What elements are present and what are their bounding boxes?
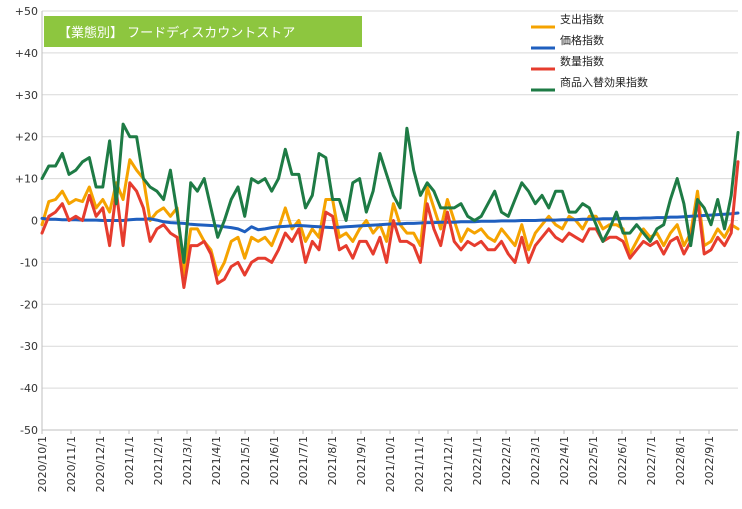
x-tick-label: 2021/10/1 [384,436,397,492]
x-tick-label: 2020/12/1 [94,436,107,492]
series-line-商品入替効果指数 [40,122,740,264]
x-tick-label: 2022/3/1 [529,436,542,485]
y-tick-label: -50 [20,424,38,437]
x-axis-tick-labels: 2020/10/1 2020/11/1 2020/12/1 2021/1/1 2021/… [36,430,716,492]
y-tick-label: -10 [20,256,38,269]
x-tick-label: 2020/10/1 [36,436,49,492]
x-tick-label: 2021/9/1 [355,436,368,485]
x-tick-label: 2021/8/1 [326,436,339,485]
x-tick-label: 2021/6/1 [268,436,281,485]
x-tick-label: 2021/4/1 [210,436,223,485]
series-lines [40,122,740,289]
x-tick-label: 2021/2/1 [152,436,165,485]
x-tick-label: 2021/12/1 [442,436,455,492]
y-axis-tick-labels: +50 +40 +30 +20 +10 0 -10 -20 -30 -40 -50 [15,5,38,437]
y-tick-label: -30 [20,340,38,353]
x-tick-label: 2022/6/1 [616,436,629,485]
y-tick-label: +10 [15,173,38,186]
x-tick-label: 2021/7/1 [297,436,310,485]
y-tick-label: +30 [15,89,38,102]
x-tick-label: 2020/11/1 [65,436,78,492]
x-tick-label: 2022/7/1 [645,436,658,485]
y-tick-label: +40 [15,47,38,60]
x-tick-label: 2022/1/1 [471,436,484,485]
legend-label: 価格指数 [560,33,604,47]
x-tick-label: 2022/9/1 [703,436,716,485]
chart-title-box: 【業態別】 フードディスカウントストア [44,16,362,47]
series-line-数量指数 [40,160,740,289]
y-tick-label: +20 [15,131,38,144]
legend-label: 商品入替効果指数 [560,75,648,89]
x-tick-label: 2022/5/1 [587,436,600,485]
legend-label: 数量指数 [560,54,604,68]
x-tick-label: 2022/8/1 [674,436,687,485]
y-tick-label: -20 [20,298,38,311]
chart-title: 【業態別】 フードディスカウントストア [58,25,295,41]
chart-title-background [44,16,362,47]
x-tick-label: 2021/5/1 [239,436,252,485]
x-tick-label: 2022/2/1 [500,436,513,485]
x-tick-label: 2022/4/1 [558,436,571,485]
x-tick-label: 2021/3/1 [181,436,194,485]
x-tick-label: 2021/11/1 [413,436,426,492]
y-tick-label: -40 [20,382,38,395]
y-tick-label: +50 [15,5,38,18]
legend-label: 支出指数 [560,12,604,26]
x-tick-label: 2021/1/1 [123,436,136,485]
series-line-価格指数 [40,211,740,234]
y-tick-label: 0 [31,215,38,228]
